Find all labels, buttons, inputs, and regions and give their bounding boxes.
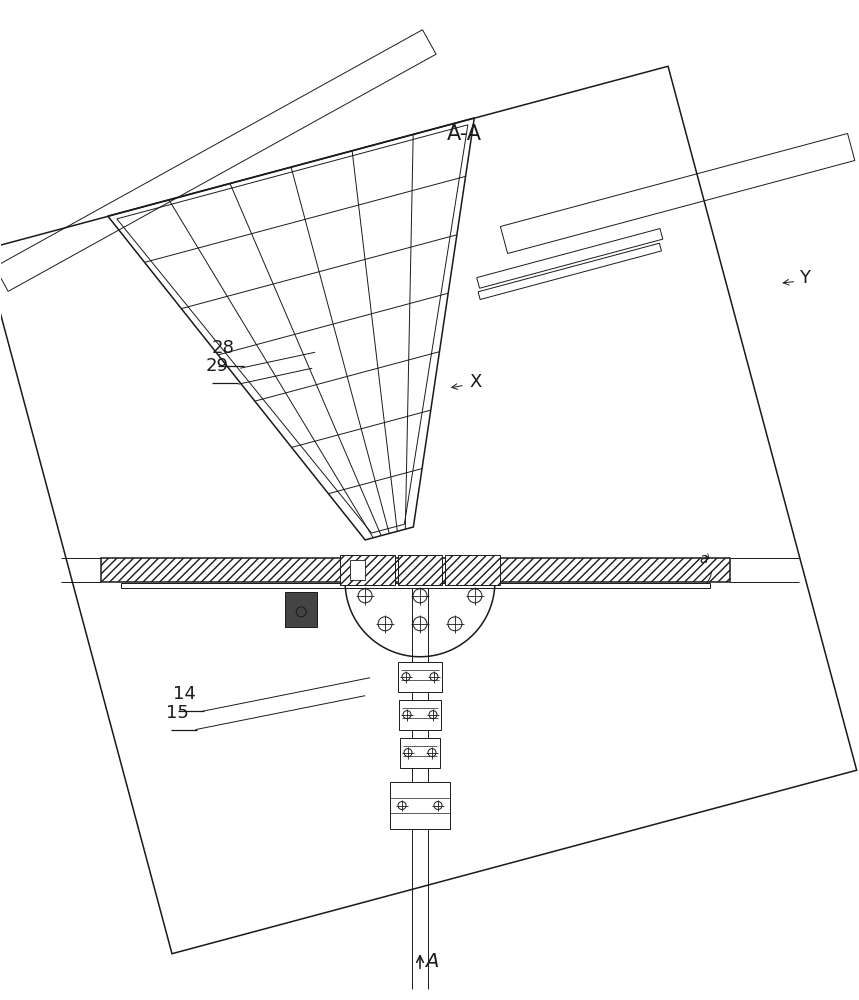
Bar	[400, 738, 440, 768]
Bar	[285, 592, 317, 627]
Bar	[340, 555, 395, 585]
Text: Y: Y	[800, 269, 810, 287]
Text: A-A: A-A	[447, 124, 481, 144]
Text: A: A	[425, 952, 438, 971]
Bar	[445, 555, 500, 585]
Bar	[101, 558, 729, 582]
Bar	[350, 560, 365, 580]
Text: 15: 15	[166, 704, 188, 722]
Text: 28: 28	[211, 339, 235, 357]
Text: 14: 14	[173, 685, 195, 703]
Text: X: X	[470, 373, 482, 391]
Text: a: a	[699, 552, 708, 566]
Bar	[120, 583, 710, 588]
Text: 29: 29	[205, 357, 228, 375]
Bar	[390, 782, 450, 829]
Bar	[398, 662, 442, 692]
Bar	[398, 555, 442, 585]
Bar	[399, 700, 441, 730]
